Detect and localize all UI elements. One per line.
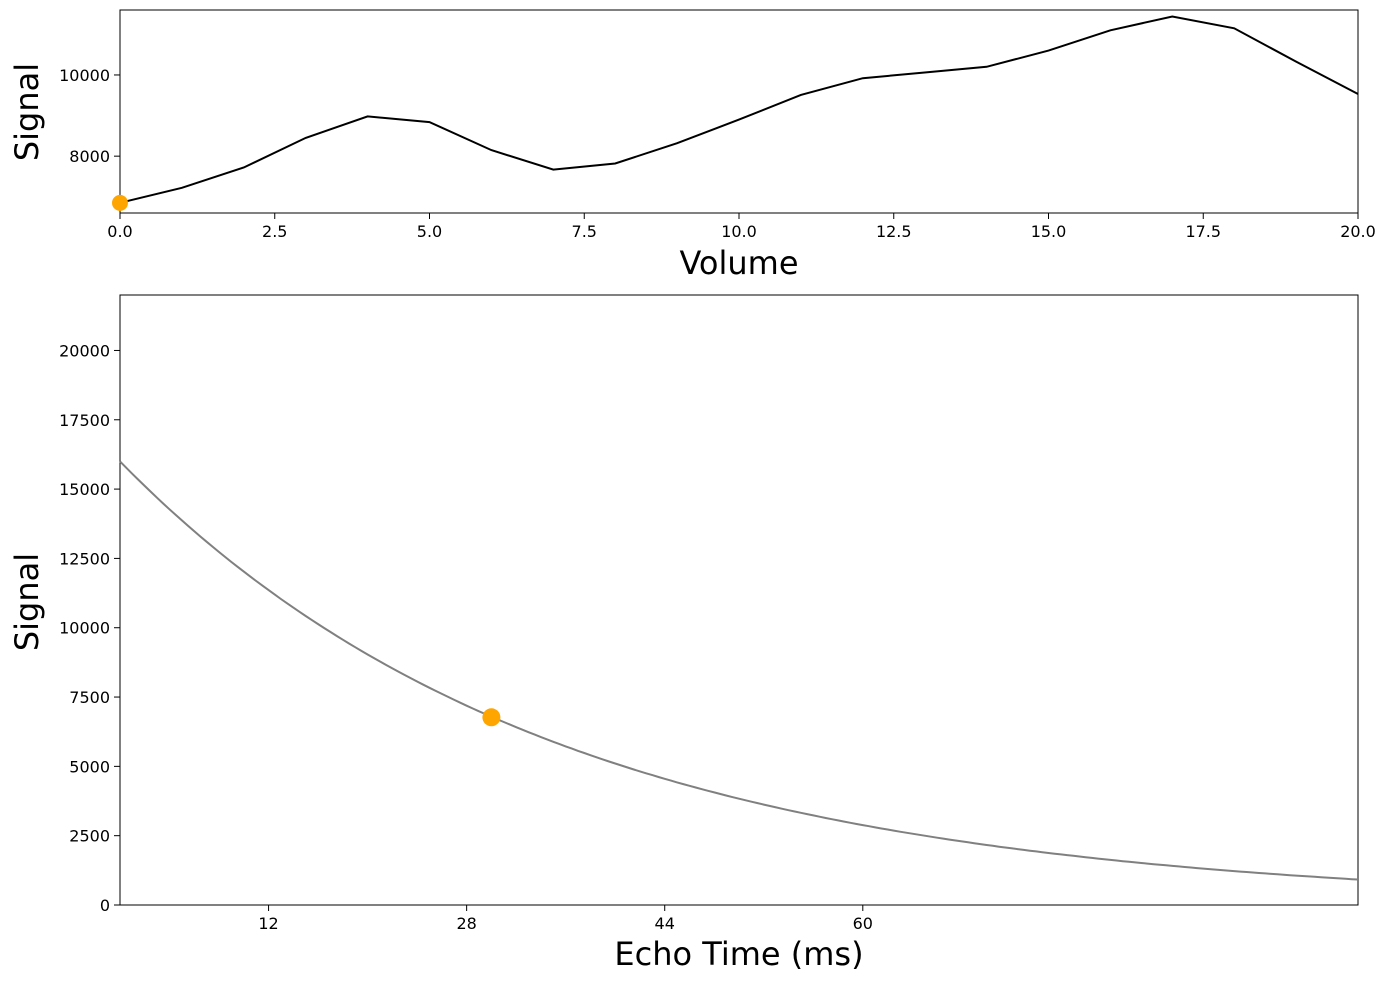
top-x-tick-label: 15.0 — [1031, 222, 1067, 241]
top-x-tick-label: 2.5 — [262, 222, 287, 241]
bottom-y-tick-label: 2500 — [69, 827, 110, 846]
bottom-x-tick-label: 44 — [655, 914, 675, 933]
top-x-tick-label: 7.5 — [572, 222, 597, 241]
bottom-y-axis-label: Signal — [8, 553, 46, 651]
top-signal-series-line — [119, 15, 1359, 204]
bottom-current-echo-marker — [482, 708, 501, 727]
bottom-y-tick-label: 0 — [100, 896, 110, 915]
top-y-tick-label: 10000 — [59, 66, 110, 85]
top-x-tick-label: 20.0 — [1340, 222, 1376, 241]
bottom-y-tick-label: 20000 — [59, 341, 110, 360]
top-x-tick-label: 12.5 — [876, 222, 912, 241]
echo-time-signal-chart: 12 28 44 60 0 2500 5000 7500 10000 12500 15000 175… — [8, 294, 1359, 973]
bottom-y-tick-label: 17500 — [59, 411, 110, 430]
volume-signal-chart: 0.0 2.5 5.0 7.5 10.0 12.5 15.0 17.5 20.0 8000 100… — [8, 9, 1376, 282]
top-x-ticks: 0.0 2.5 5.0 7.5 10.0 12.5 15.0 17.5 20.0 — [107, 213, 1376, 241]
top-y-tick-label: 8000 — [69, 147, 110, 166]
bottom-plot-frame — [119, 294, 1359, 906]
bottom-x-tick-label: 28 — [456, 914, 476, 933]
bottom-x-ticks: 12 28 44 60 — [258, 905, 873, 933]
top-y-axis-label: Signal — [8, 63, 46, 161]
top-x-tick-label: 17.5 — [1185, 222, 1221, 241]
top-x-tick-label: 10.0 — [721, 222, 757, 241]
bottom-y-tick-label: 15000 — [59, 480, 110, 499]
bottom-x-axis-label: Echo Time (ms) — [614, 935, 863, 973]
top-x-tick-label: 5.0 — [417, 222, 442, 241]
top-plot-frame — [119, 9, 1359, 214]
bottom-y-tick-label: 12500 — [59, 549, 110, 568]
top-x-tick-label: 0.0 — [107, 222, 132, 241]
bottom-y-tick-label: 10000 — [59, 619, 110, 638]
bottom-decay-curve — [119, 460, 1359, 881]
bottom-x-tick-label: 12 — [258, 914, 278, 933]
bottom-y-tick-label: 7500 — [69, 688, 110, 707]
top-x-axis-label: Volume — [679, 244, 798, 282]
top-y-ticks: 8000 10000 — [59, 66, 120, 166]
bottom-x-tick-label: 60 — [853, 914, 873, 933]
top-current-volume-marker — [112, 194, 128, 211]
bottom-y-tick-label: 5000 — [69, 757, 110, 776]
bottom-y-ticks: 0 2500 5000 7500 10000 12500 15000 17500 20000 — [59, 341, 120, 915]
